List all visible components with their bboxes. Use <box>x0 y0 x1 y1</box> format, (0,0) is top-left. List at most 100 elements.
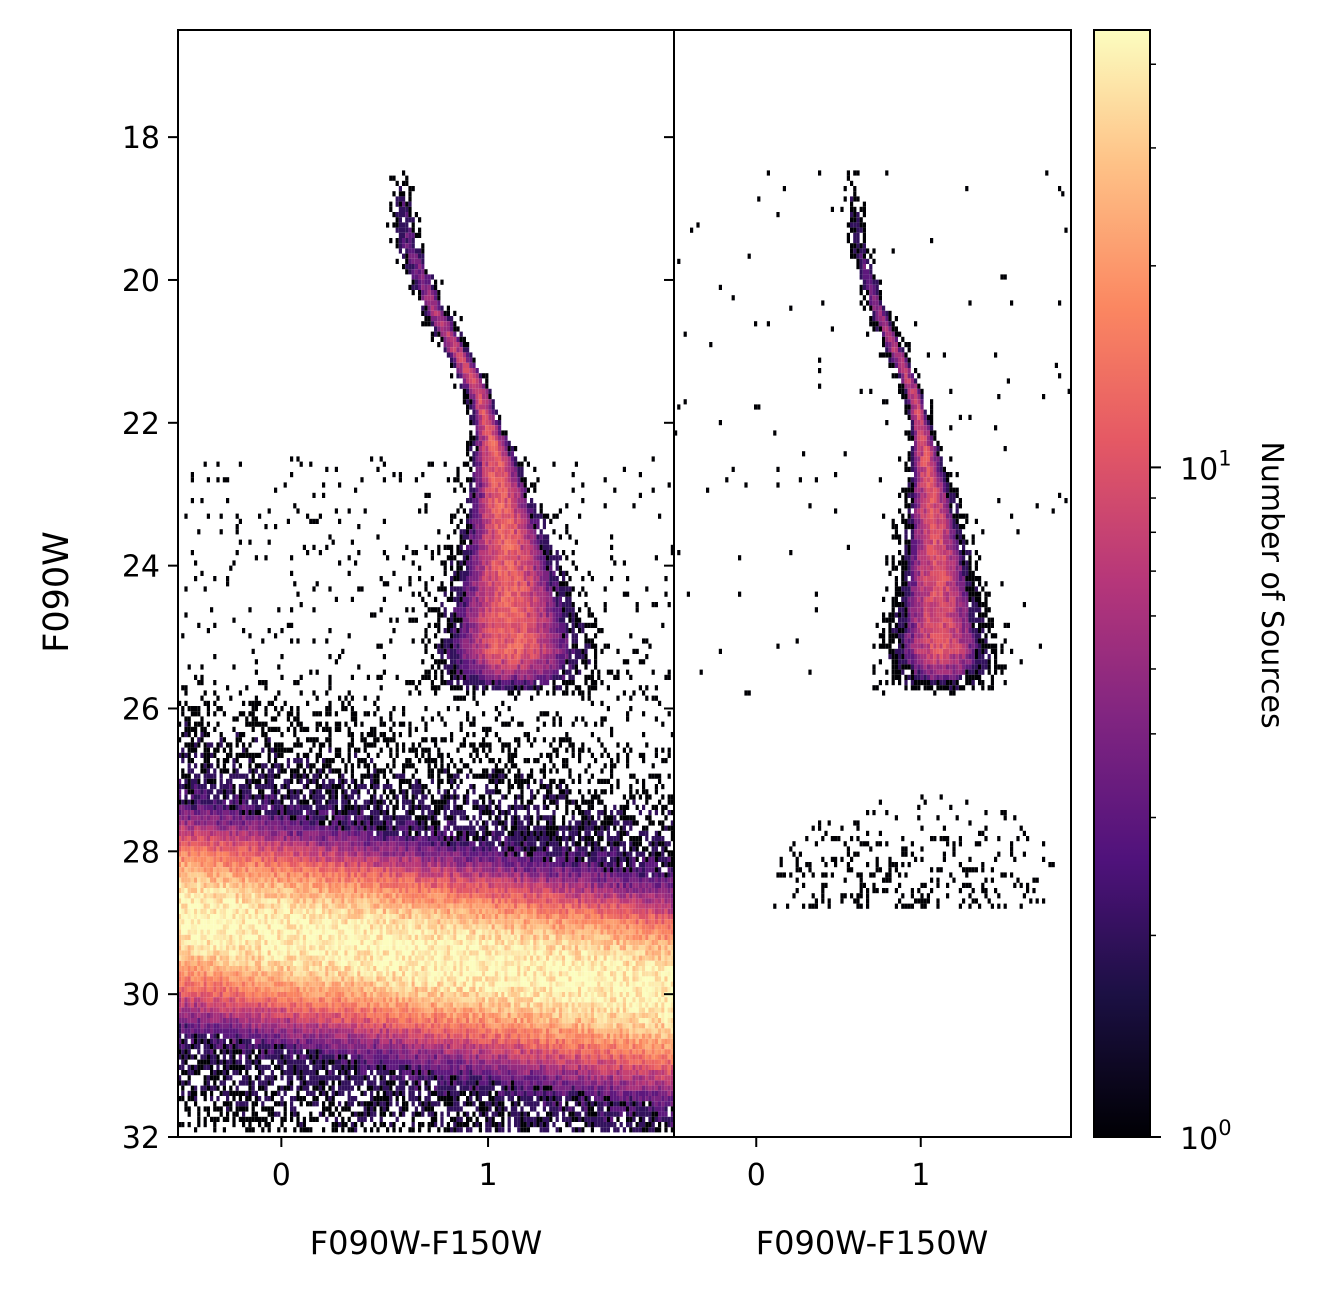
heatmap-cell <box>478 648 482 654</box>
heatmap-cell <box>462 368 466 374</box>
heatmap-cell <box>421 815 425 821</box>
heatmap-cell <box>296 638 300 644</box>
heatmap-cell <box>494 409 498 415</box>
heatmap-cell <box>309 825 313 831</box>
heatmap-cell <box>542 602 546 608</box>
heatmap-cell <box>216 846 220 852</box>
heatmap-cell <box>558 716 562 722</box>
heatmap-cell <box>200 815 204 821</box>
heatmap-cell <box>482 607 486 613</box>
heatmap-cell <box>514 794 518 800</box>
heatmap-cell <box>610 555 614 561</box>
heatmap-cell <box>520 836 524 842</box>
heatmap-cell <box>357 856 361 862</box>
heatmap-cell <box>427 305 431 311</box>
heatmap-cell <box>290 825 294 831</box>
heatmap-cell <box>507 836 511 842</box>
heatmap-cell <box>187 784 191 790</box>
heatmap-cell <box>475 451 479 457</box>
heatmap-cell <box>411 617 415 623</box>
heatmap-cell <box>530 508 534 514</box>
heatmap-cell <box>517 492 521 498</box>
heatmap-cell <box>536 810 540 816</box>
heatmap-cell <box>360 810 364 816</box>
heatmap-cell <box>558 591 562 597</box>
heatmap-cell <box>430 274 434 280</box>
heatmap-cell <box>648 815 652 821</box>
heatmap-cell <box>478 602 482 608</box>
heatmap-cell <box>523 524 527 530</box>
heatmap-cell <box>178 830 182 836</box>
heatmap-cell <box>485 591 489 597</box>
heatmap-cell <box>350 706 354 712</box>
heatmap-cell <box>290 815 294 821</box>
heatmap-cell <box>222 768 226 774</box>
heatmap-cell <box>520 664 524 670</box>
heatmap-cell <box>402 191 406 197</box>
heatmap-cell <box>242 810 246 816</box>
heatmap-cell <box>542 768 546 774</box>
heatmap-cell <box>405 253 409 259</box>
heatmap-cell <box>216 794 220 800</box>
heatmap-cell <box>424 586 428 592</box>
heatmap-cell <box>523 685 527 691</box>
heatmap-cell <box>421 248 425 254</box>
heatmap-cell <box>267 815 271 821</box>
heatmap-cell <box>398 789 402 795</box>
heatmap-cell <box>306 815 310 821</box>
heatmap-cell <box>283 825 287 831</box>
heatmap-cell <box>251 820 255 826</box>
heatmap-cell <box>370 815 374 821</box>
heatmap-cell <box>421 784 425 790</box>
heatmap-cell <box>517 607 521 613</box>
heatmap-cell <box>280 747 284 753</box>
heatmap-cell <box>530 789 534 795</box>
heatmap-cell <box>203 836 207 842</box>
heatmap-cell <box>578 752 582 758</box>
heatmap-cell <box>533 674 537 680</box>
heatmap-cell <box>456 596 460 602</box>
heatmap-cell <box>482 456 486 462</box>
heatmap-cell <box>302 841 306 847</box>
heatmap-cell <box>424 633 428 639</box>
heatmap-cell <box>558 721 562 727</box>
heatmap-cell <box>469 430 473 436</box>
heatmap-cell <box>373 778 377 784</box>
heatmap-cell <box>587 836 591 842</box>
heatmap-cell <box>293 794 297 800</box>
heatmap-cell <box>245 794 249 800</box>
heatmap-cell <box>194 815 198 821</box>
heatmap-cell <box>306 851 310 857</box>
heatmap-cell <box>363 763 367 769</box>
heatmap-cell <box>245 836 249 842</box>
heatmap-cell <box>280 674 284 680</box>
heatmap-cell <box>459 721 463 727</box>
heatmap-cell <box>254 815 258 821</box>
heatmap-cell <box>523 482 527 488</box>
heatmap-cell <box>459 529 463 535</box>
heatmap-cell <box>261 721 265 727</box>
heatmap-cell <box>494 825 498 831</box>
heatmap-cell <box>552 721 556 727</box>
heatmap-cell <box>283 810 287 816</box>
heatmap-cell <box>542 576 546 582</box>
heatmap-cell <box>216 841 220 847</box>
heatmap-cell <box>517 586 521 592</box>
heatmap-cell <box>462 461 466 467</box>
heatmap-cell <box>622 804 626 810</box>
heatmap-cell <box>466 815 470 821</box>
heatmap-cell <box>549 560 553 566</box>
heatmap-cell <box>485 659 489 665</box>
heatmap-cell <box>533 685 537 691</box>
heatmap-cell <box>373 810 377 816</box>
heatmap-cell <box>472 721 476 727</box>
heatmap-cell <box>424 643 428 649</box>
heatmap-cell <box>670 550 674 556</box>
heatmap-cell <box>578 607 582 613</box>
heatmap-cell <box>296 773 300 779</box>
heatmap-cell <box>424 612 428 618</box>
heatmap-cell <box>478 550 482 556</box>
heatmap-cell <box>568 664 572 670</box>
heatmap-cell <box>578 846 582 852</box>
heatmap-cell <box>581 622 585 628</box>
